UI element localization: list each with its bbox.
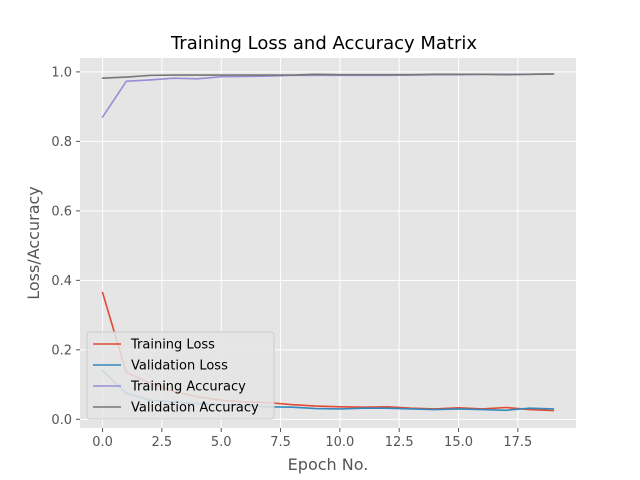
x-axis-ticks: 0.0 2.5 5.0 7.5 10.0 12.5 15.0 17.5 xyxy=(92,428,532,450)
y-axis-label: Loss/Accuracy xyxy=(24,186,43,300)
y-tick-label: 0.0 xyxy=(51,413,72,428)
x-tick-label: 7.5 xyxy=(270,435,291,450)
x-tick-label: 10.0 xyxy=(325,435,354,450)
series-line-validation-accuracy xyxy=(101,73,555,79)
legend-label: Training Loss xyxy=(130,338,215,353)
y-tick-label: 0.4 xyxy=(51,274,72,289)
x-tick-label: 0.0 xyxy=(92,435,113,450)
legend-box xyxy=(86,331,275,420)
x-tick-label: 5.0 xyxy=(211,435,232,450)
legend: Training Loss Validation Loss Training Acc… xyxy=(86,331,275,420)
x-axis-label: Epoch No. xyxy=(288,455,369,474)
legend-label: Training Accuracy xyxy=(130,380,246,395)
chart-title: Training Loss and Accuracy Matrix xyxy=(170,33,477,54)
x-tick-label: 12.5 xyxy=(385,435,414,450)
y-tick-label: 0.2 xyxy=(51,343,72,358)
legend-label: Validation Loss xyxy=(131,359,228,374)
y-tick-label: 0.8 xyxy=(51,135,72,150)
legend-label: Validation Accuracy xyxy=(131,401,259,416)
y-axis-ticks: 0.0 0.2 0.4 0.6 0.8 1.0 xyxy=(51,65,80,428)
x-tick-label: 2.5 xyxy=(152,435,173,450)
x-tick-label: 17.5 xyxy=(503,435,532,450)
y-tick-label: 1.0 xyxy=(51,65,72,80)
grid xyxy=(80,58,576,428)
y-tick-label: 0.6 xyxy=(51,204,72,219)
x-tick-label: 15.0 xyxy=(444,435,473,450)
